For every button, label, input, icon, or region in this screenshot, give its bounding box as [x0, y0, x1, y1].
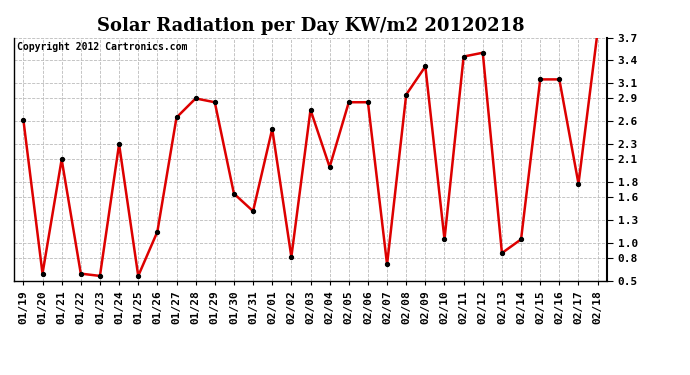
- Text: Copyright 2012 Cartronics.com: Copyright 2012 Cartronics.com: [17, 42, 187, 52]
- Title: Solar Radiation per Day KW/m2 20120218: Solar Radiation per Day KW/m2 20120218: [97, 16, 524, 34]
